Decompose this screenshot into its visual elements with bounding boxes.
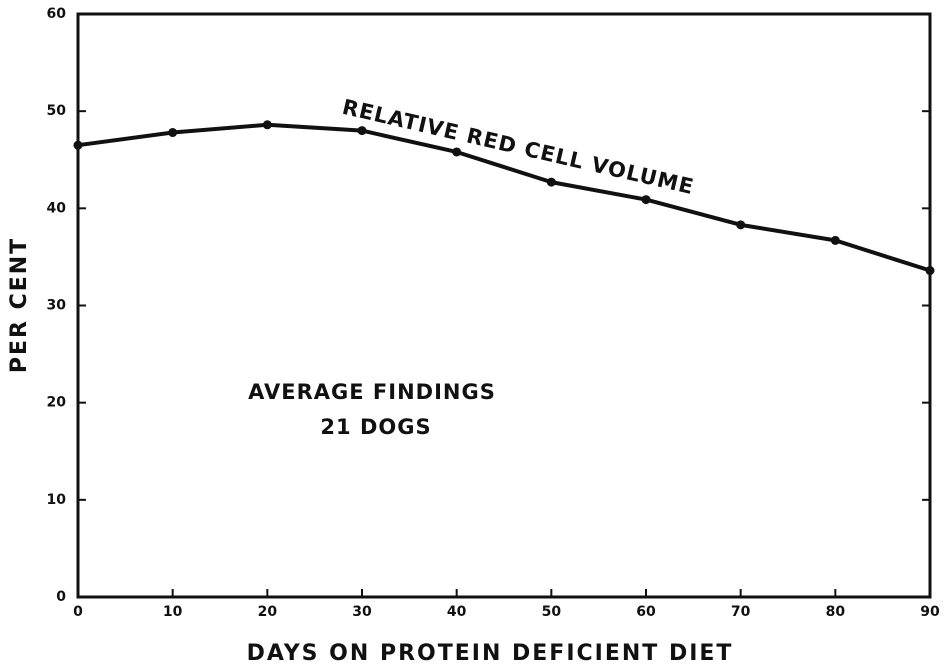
x-tick-label: 90 [920, 604, 940, 620]
annotation: 21 DOGS [320, 415, 431, 439]
data-point [357, 126, 367, 136]
y-tick-label: 40 [47, 200, 67, 216]
x-tick-label: 60 [636, 604, 656, 620]
curve-label: RELATIVE RED CELL VOLUME [340, 95, 696, 199]
data-point [641, 195, 651, 205]
data-point [925, 266, 935, 276]
data-line [77, 122, 931, 273]
annotation: AVERAGE FINDINGS [248, 380, 496, 404]
data-point [262, 120, 272, 130]
x-tick-label: 80 [826, 604, 846, 620]
y-tick-label: 20 [47, 395, 67, 411]
x-tick-label: 10 [163, 604, 183, 620]
x-tick-label: 0 [73, 604, 83, 620]
x-tick-label: 20 [258, 604, 278, 620]
y-tick-label: 50 [47, 103, 67, 119]
y-tick-label: 30 [47, 298, 67, 314]
plot-frame [76, 12, 932, 599]
data-point [452, 147, 462, 157]
data-point [830, 235, 840, 245]
data-point [168, 128, 178, 138]
data-point [73, 140, 83, 150]
data-point [546, 177, 556, 187]
x-tick-label: 50 [542, 604, 562, 620]
x-tick-label: 40 [447, 604, 467, 620]
data-point [736, 220, 746, 230]
x-tick-label: 30 [352, 604, 372, 620]
y-axis-label: PER CENT [7, 237, 32, 373]
y-tick-label: 60 [47, 6, 67, 22]
x-tick-label: 70 [731, 604, 751, 620]
y-tick-label: 0 [56, 589, 66, 605]
x-axis-label: DAYS ON PROTEIN DEFICIENT DIET [247, 641, 734, 666]
y-tick-label: 10 [47, 492, 67, 508]
